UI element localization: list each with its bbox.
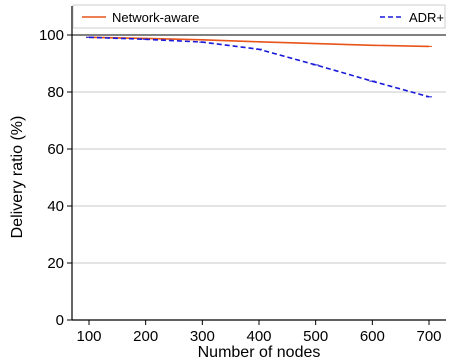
y-tick-label: 80 (47, 84, 64, 101)
y-ticks: 0 20 40 60 80 100 (39, 27, 72, 329)
legend-label-adr-plus: ADR+ (409, 10, 444, 25)
x-tick-label: 100 (76, 328, 101, 345)
grid-lines (72, 34, 446, 264)
series-line-adr-plus (88, 36, 430, 98)
y-tick-label: 0 (56, 312, 64, 329)
x-axis-title: Number of nodes (198, 344, 321, 361)
y-tick-label: 40 (47, 198, 64, 215)
x-ticks: 100 200 300 400 500 600 700 (76, 320, 442, 345)
axes (71, 6, 446, 321)
legend-box (72, 4, 446, 29)
y-axis-title: Delivery ratio (%) (9, 116, 26, 239)
x-tick-label: 400 (246, 328, 271, 345)
y-tick-label: 20 (47, 255, 64, 272)
legend-label-network-aware: Network-aware (112, 10, 199, 25)
y-tick-label: 60 (47, 141, 64, 158)
x-tick-label: 600 (360, 328, 385, 345)
x-tick-label: 700 (416, 328, 441, 345)
series-lines (86, 36, 432, 98)
x-tick-label: 200 (133, 328, 158, 345)
legend: Network-aware ADR+ (72, 4, 446, 29)
x-tick-label: 500 (303, 328, 328, 345)
x-tick-label: 300 (190, 328, 215, 345)
y-tick-label: 100 (39, 27, 64, 44)
